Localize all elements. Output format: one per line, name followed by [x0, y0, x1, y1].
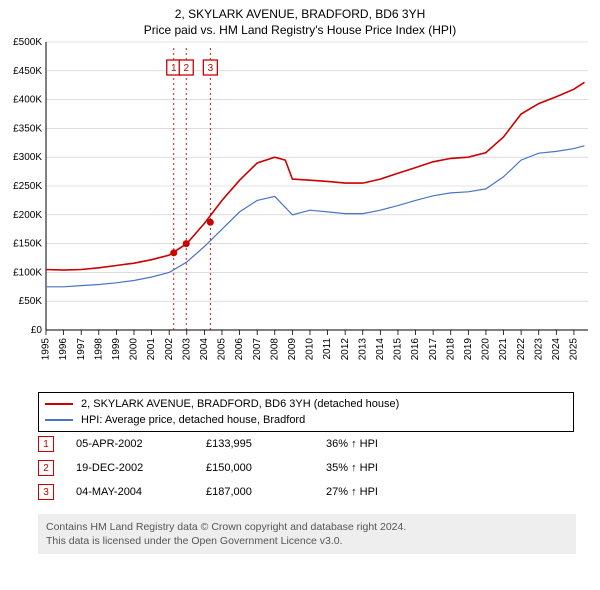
- svg-text:2004: 2004: [199, 338, 210, 361]
- svg-text:£350K: £350K: [13, 123, 42, 134]
- svg-text:2017: 2017: [428, 338, 439, 361]
- svg-text:2020: 2020: [481, 338, 492, 361]
- svg-text:£50K: £50K: [19, 296, 43, 307]
- legend-label: HPI: Average price, detached house, Brad…: [81, 414, 305, 426]
- event-marker: 2: [38, 460, 54, 476]
- legend-label: 2, SKYLARK AVENUE, BRADFORD, BD6 3YH (de…: [81, 398, 399, 410]
- svg-text:2023: 2023: [533, 338, 544, 361]
- svg-text:2006: 2006: [234, 338, 245, 361]
- event-date: 05-APR-2002: [76, 438, 206, 450]
- footer-line-2: This data is licensed under the Open Gov…: [46, 534, 568, 548]
- event-marker: 1: [38, 436, 54, 452]
- legend-swatch: [45, 403, 73, 405]
- sale-event-row: 2 19-DEC-2002£150,00035% ↑ HPI: [38, 456, 378, 480]
- svg-text:2011: 2011: [322, 338, 333, 360]
- svg-text:2013: 2013: [357, 338, 368, 361]
- svg-text:£0: £0: [31, 325, 43, 336]
- svg-text:2000: 2000: [129, 338, 140, 361]
- svg-text:£100K: £100K: [13, 267, 42, 278]
- svg-text:2012: 2012: [340, 338, 351, 361]
- svg-text:2002: 2002: [164, 338, 175, 361]
- svg-text:2009: 2009: [287, 338, 298, 361]
- svg-text:1: 1: [171, 63, 177, 74]
- svg-text:1996: 1996: [58, 338, 69, 361]
- event-price: £133,995: [206, 438, 326, 450]
- title-line-1: 2, SKYLARK AVENUE, BRADFORD, BD6 3YH: [0, 6, 600, 22]
- event-delta: 35% ↑ HPI: [326, 462, 378, 474]
- legend: 2, SKYLARK AVENUE, BRADFORD, BD6 3YH (de…: [38, 392, 574, 432]
- svg-text:3: 3: [208, 63, 214, 74]
- svg-text:2024: 2024: [551, 338, 562, 361]
- svg-text:2001: 2001: [146, 338, 157, 361]
- svg-text:1999: 1999: [111, 338, 122, 361]
- svg-text:2021: 2021: [498, 338, 509, 361]
- legend-row: HPI: Average price, detached house, Brad…: [45, 412, 567, 428]
- attribution-footer: Contains HM Land Registry data © Crown c…: [38, 514, 576, 554]
- svg-text:2010: 2010: [305, 338, 316, 361]
- legend-row: 2, SKYLARK AVENUE, BRADFORD, BD6 3YH (de…: [45, 396, 567, 412]
- svg-text:2008: 2008: [269, 338, 280, 361]
- svg-text:£150K: £150K: [13, 239, 42, 250]
- event-price: £187,000: [206, 486, 326, 498]
- svg-text:1997: 1997: [76, 338, 87, 361]
- chart-title: 2, SKYLARK AVENUE, BRADFORD, BD6 3YH Pri…: [0, 0, 600, 38]
- event-date: 19-DEC-2002: [76, 462, 206, 474]
- svg-text:2025: 2025: [569, 338, 580, 361]
- legend-swatch: [45, 419, 73, 421]
- event-marker: 3: [38, 484, 54, 500]
- sale-event-row: 3 04-MAY-2004£187,00027% ↑ HPI: [38, 480, 378, 504]
- svg-text:2015: 2015: [393, 338, 404, 361]
- event-delta: 36% ↑ HPI: [326, 438, 378, 450]
- svg-text:£450K: £450K: [13, 66, 42, 77]
- footer-line-1: Contains HM Land Registry data © Crown c…: [46, 520, 568, 534]
- svg-text:2003: 2003: [181, 338, 192, 361]
- svg-text:£400K: £400K: [13, 95, 42, 106]
- svg-text:2019: 2019: [463, 338, 474, 361]
- price-chart: £0 £50K £100K £150K £200K £250K £300K £350K £400…: [0, 38, 600, 388]
- sale-events: 1 05-APR-2002£133,99536% ↑ HPI 2 19-DEC-200…: [38, 432, 378, 504]
- event-delta: 27% ↑ HPI: [326, 486, 378, 498]
- svg-text:£300K: £300K: [13, 152, 42, 163]
- svg-text:£200K: £200K: [13, 210, 42, 221]
- svg-text:2016: 2016: [410, 338, 421, 361]
- sale-event-row: 1 05-APR-2002£133,99536% ↑ HPI: [38, 432, 378, 456]
- svg-text:2014: 2014: [375, 338, 386, 361]
- event-price: £150,000: [206, 462, 326, 474]
- svg-text:2022: 2022: [516, 338, 527, 361]
- svg-text:2018: 2018: [445, 338, 456, 361]
- svg-text:2005: 2005: [217, 338, 228, 361]
- event-date: 04-MAY-2004: [76, 486, 206, 498]
- svg-text:2: 2: [183, 63, 189, 74]
- svg-text:1995: 1995: [41, 338, 52, 361]
- svg-text:2007: 2007: [252, 338, 263, 361]
- title-line-2: Price paid vs. HM Land Registry's House …: [0, 22, 600, 38]
- svg-text:£250K: £250K: [13, 181, 42, 192]
- svg-text:£500K: £500K: [13, 38, 42, 48]
- svg-text:1998: 1998: [93, 338, 104, 361]
